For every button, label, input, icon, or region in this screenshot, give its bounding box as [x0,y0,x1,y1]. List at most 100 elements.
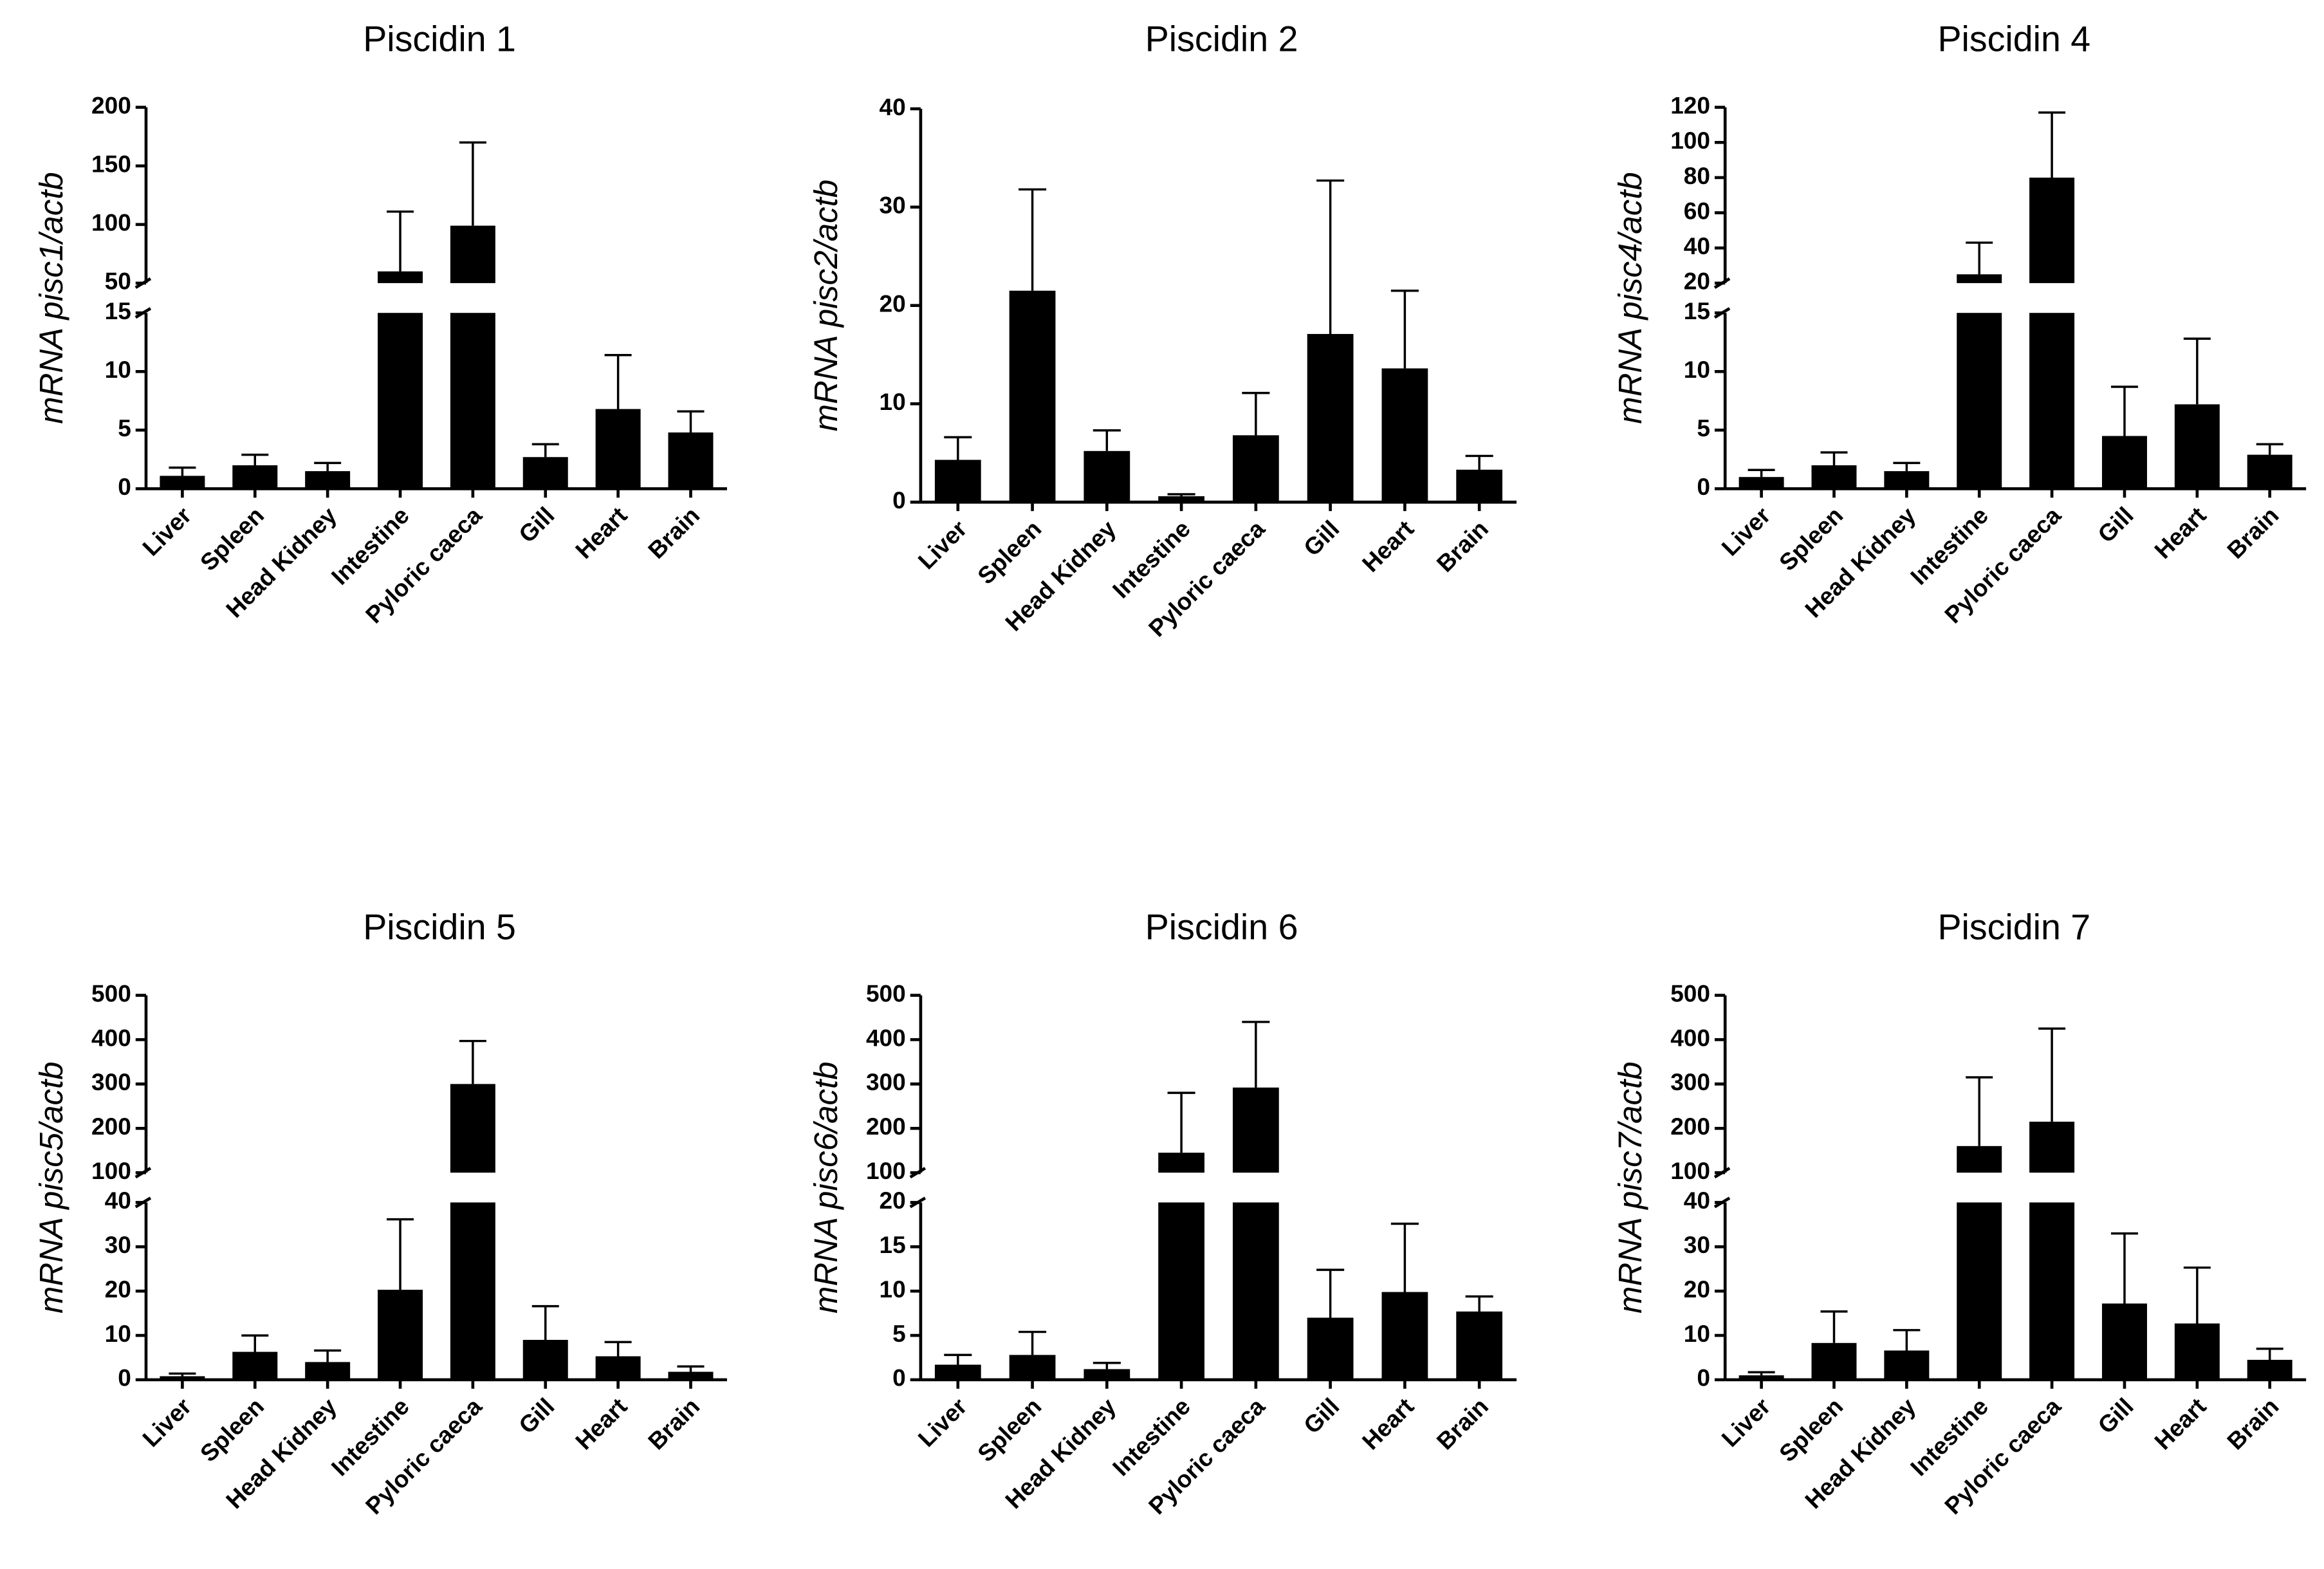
bar [1009,1355,1056,1380]
bar [305,1362,351,1380]
bar [595,409,641,489]
chart-title: Piscidin 5 [363,907,516,947]
y-tick-label: 50 [105,268,131,295]
error-bar [1093,1362,1121,1369]
bar [2101,1303,2147,1380]
y-tick-label: 20 [880,290,906,317]
axis-break [134,307,152,319]
y-tick-label: 40 [105,1187,131,1214]
bar [1811,1342,1857,1380]
axis-break [909,1167,927,1179]
y-tick-label: 20 [1684,1276,1710,1303]
error-bar [1390,1222,1419,1292]
x-tick-label: Brain [2222,1393,2284,1455]
axis-break [134,1196,152,1209]
bar [1957,274,2002,283]
error-bar [1820,451,1848,465]
bar [378,271,423,283]
y-tick-label: 400 [91,1024,131,1051]
error-bar [241,1334,269,1352]
y-axis-label: mRNA pisc6/actb [807,1062,844,1314]
error-bar [677,410,705,432]
x-tick-label: Spleen [195,501,270,576]
x-tick-label: Spleen [195,1393,270,1467]
error-bar [1242,1021,1270,1088]
y-tick-label: 40 [1684,1187,1710,1214]
error-bar [2038,111,2066,178]
y-tick-label: 40 [1684,232,1710,259]
bar [2174,1323,2220,1380]
bar [1456,469,1503,503]
y-axis-label: mRNA pisc5/actb [33,1062,69,1314]
y-tick-label: 5 [118,414,131,441]
bar [1307,333,1354,503]
chart-title: Piscidin 7 [1937,907,2090,947]
x-tick-label: Spleen [972,1393,1047,1467]
error-bar [2110,385,2138,436]
error-bar [1820,1310,1848,1343]
x-tick-label: Spleen [1774,501,1849,576]
bar [450,1202,495,1380]
y-tick-label: 0 [1697,473,1710,500]
bar [1738,477,1784,489]
bar [668,1371,714,1380]
y-tick-label: 0 [118,1364,131,1391]
error-bar [1966,241,1993,275]
chart-title: Piscidin 6 [1145,907,1298,947]
y-tick-label: 10 [105,1320,131,1347]
x-tick-label: Brain [643,1393,705,1455]
error-bar [1465,1295,1493,1312]
bar [522,1339,568,1380]
bar [2101,436,2147,489]
y-tick-label: 500 [1670,979,1710,1007]
bar [305,471,351,489]
x-tick-label: Heart [2149,501,2211,564]
y-tick-label: 10 [1684,356,1710,383]
y-axis-label: mRNA pisc1/actb [33,172,69,423]
bar [2247,1359,2292,1380]
y-tick-label: 30 [880,192,906,219]
y-tick-label: 5 [1697,414,1710,441]
y-tick-label: 300 [91,1068,131,1095]
bar [1884,471,1930,489]
panel: Piscidin 7 0 10 20 30 40 100 200 300 400 500 mRNA p… [1612,907,2307,1519]
bar [2029,1121,2075,1173]
x-tick-label: Heart [1357,1393,1419,1455]
x-tick-label: Gill [513,1393,560,1439]
axis-break [1713,277,1731,289]
error-bar [2110,1232,2138,1304]
y-tick-label: 400 [866,1024,906,1051]
bar [1158,496,1204,503]
y-tick-label: 30 [1684,1231,1710,1258]
bar [2029,1202,2075,1380]
y-tick-label: 500 [866,979,906,1007]
error-bar [944,1353,972,1365]
error-bar [1316,1268,1345,1318]
y-tick-label: 200 [91,1113,131,1140]
bar [378,1290,423,1380]
y-tick-label: 5 [892,1320,906,1347]
y-tick-label: 300 [866,1068,906,1095]
y-axis-label: mRNA pisc2/actb [807,180,844,431]
error-bar [2183,337,2211,405]
x-tick-label: Gill [1298,515,1345,561]
y-tick-label: 100 [91,209,131,236]
error-bar [531,443,559,458]
bar [1084,450,1130,503]
y-tick-label: 10 [880,388,906,415]
bar [1158,1153,1204,1173]
y-tick-label: 20 [1684,268,1710,295]
panel: Piscidin 5 0 10 20 30 40 100 200 300 400 500 mRNA p… [33,907,727,1519]
bar [160,1376,205,1380]
error-bar [1093,429,1121,451]
y-tick-label: 15 [105,297,131,324]
error-bar [1893,461,1921,472]
bar [2029,313,2075,489]
bar [934,460,981,503]
error-bar [2256,443,2283,455]
y-tick-label: 0 [118,473,131,500]
y-tick-label: 400 [1670,1024,1710,1051]
bar [1084,1369,1130,1380]
